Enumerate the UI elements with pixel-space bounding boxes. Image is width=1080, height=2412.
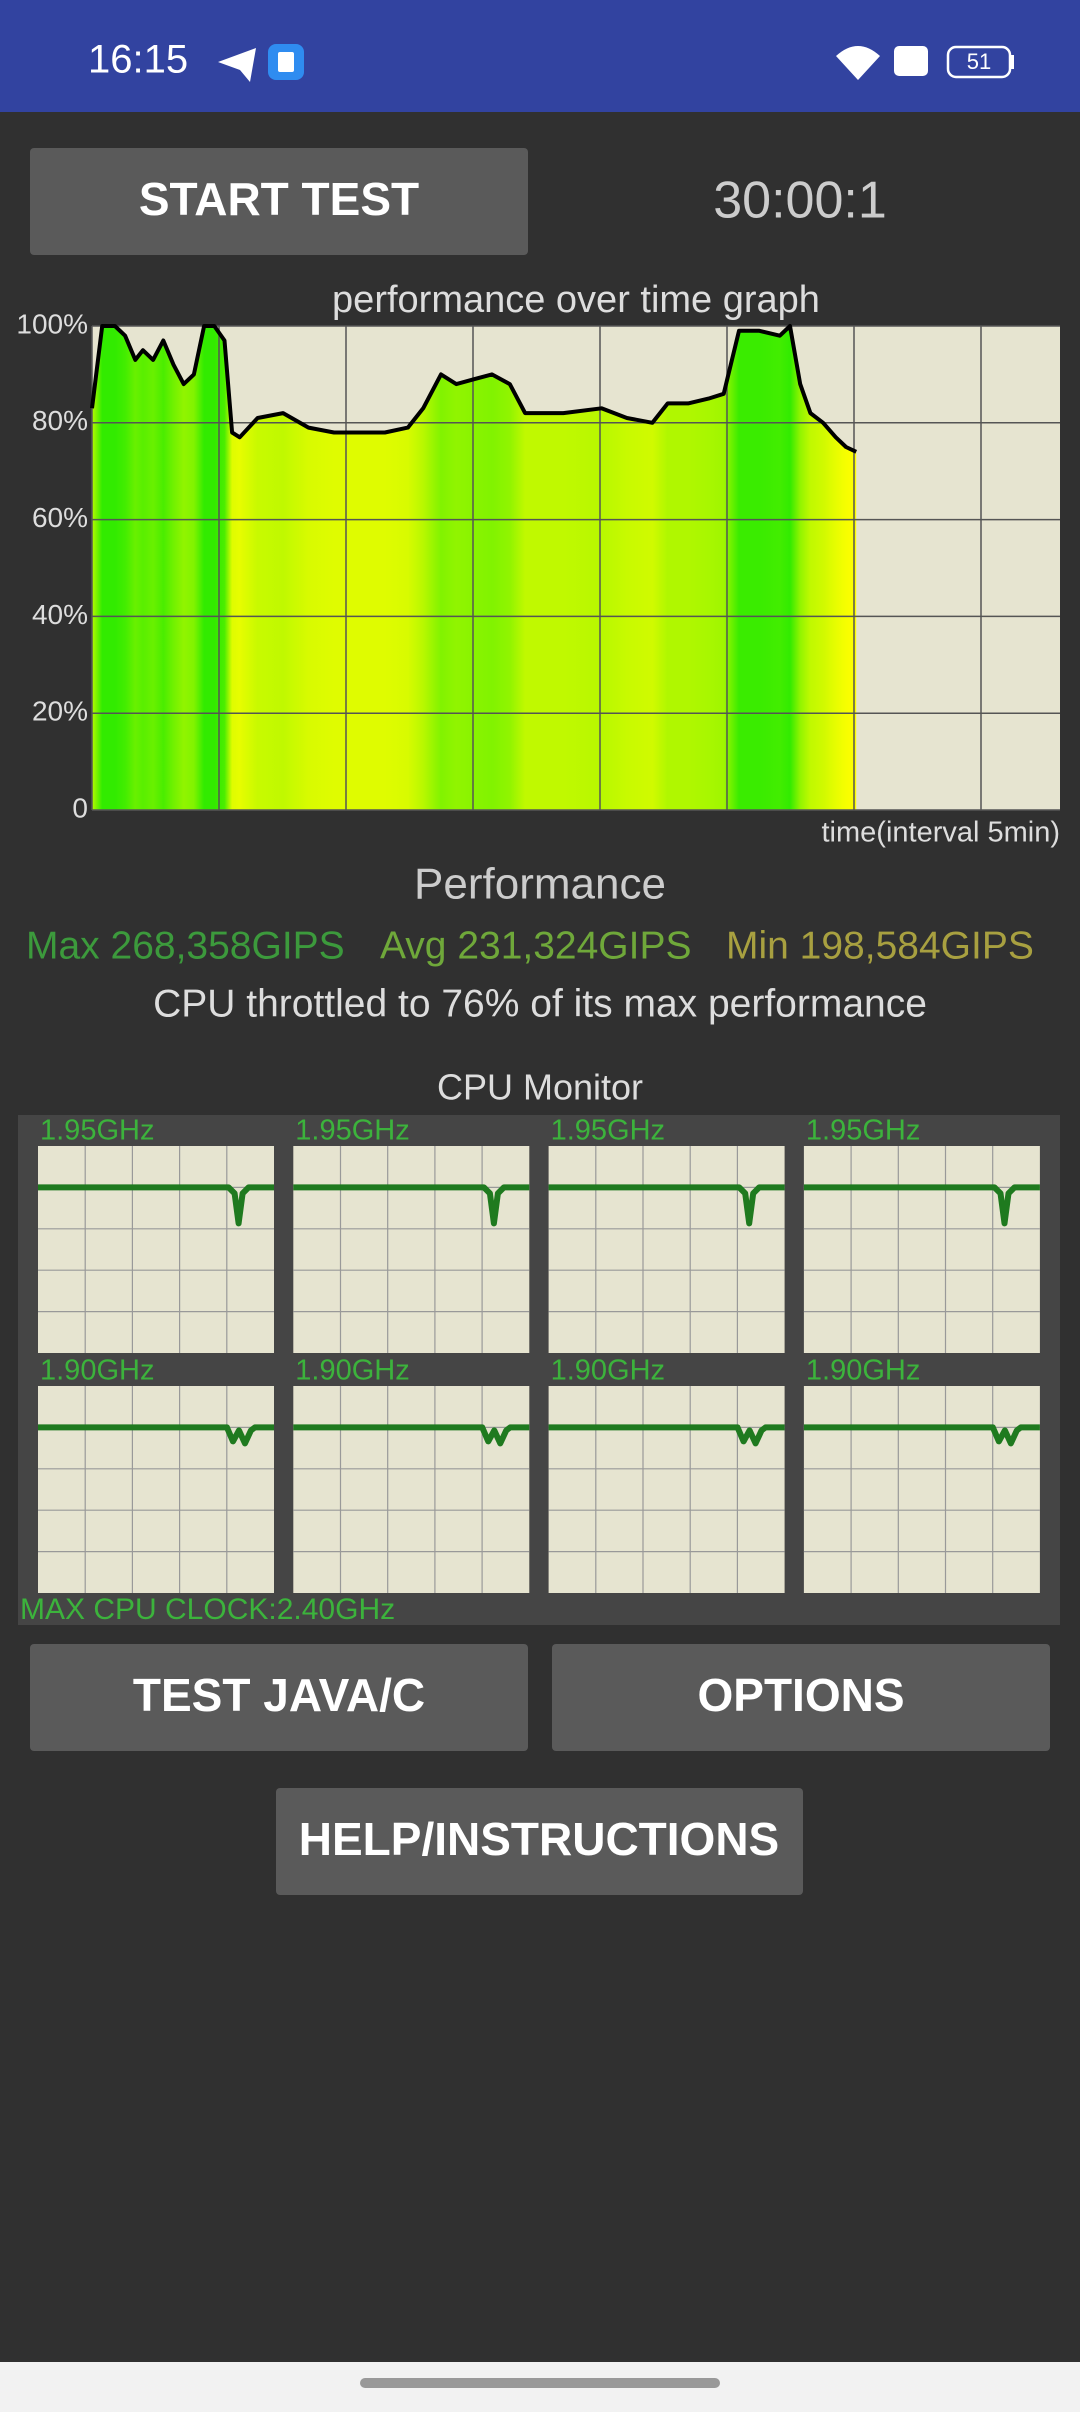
core-graph [38,1386,274,1593]
core-frequency-line [38,1424,274,1447]
app-icon-inner [278,52,294,72]
telegram-icon [218,48,256,82]
test-java-label[interactable]: TEST JAVA/C [133,1669,425,1721]
y-tick-label: 80% [32,405,88,436]
wifi-icon [836,46,880,80]
y-tick-label: 100% [16,308,88,339]
timer: 30:00:1 [713,172,887,230]
start-test-button[interactable] [30,148,528,255]
notification-icon [894,46,928,76]
core-frequency-label: 1.95GHz [806,1115,920,1147]
core-frequency-line [293,1424,530,1447]
performance-line [90,324,858,454]
core-graph [548,1146,785,1353]
core-frequency-line [38,1184,274,1227]
core-frequency-label: 1.90GHz [806,1355,920,1387]
test-java-button[interactable] [30,1644,528,1751]
performance-title: Performance [414,860,666,909]
chart-layer: 0 20% 40% 60% 80% 100% [16,308,1060,823]
core-frequency-line [803,1184,1040,1227]
battery-level: 51 [967,49,991,74]
y-tick-label: 60% [32,502,88,533]
core-frequency-line [548,1424,785,1447]
help-label[interactable]: HELP/INSTRUCTIONS [299,1813,779,1865]
min-performance: Min 198,584GIPS [726,924,1034,967]
core-graph [38,1146,274,1353]
y-tick-label: 0 [72,792,88,823]
y-tick-label: 40% [32,599,88,630]
core-frequency-label: 1.90GHz [551,1355,665,1387]
help-button[interactable] [276,1788,803,1895]
options-button[interactable] [552,1644,1050,1751]
core-graph [293,1386,530,1593]
core-frequency-label: 1.95GHz [40,1115,154,1147]
cpu-monitor-title: CPU Monitor [437,1067,643,1108]
max-performance: Max 268,358GIPS [26,924,345,967]
core-graph [803,1386,1040,1593]
max-cpu-clock: MAX CPU CLOCK:2.40GHz [20,1593,395,1626]
core-frequency-label: 1.90GHz [295,1355,409,1387]
core-frequency-label: 1.95GHz [295,1115,409,1147]
core-frequency-line [548,1184,785,1227]
battery-tip [1010,55,1014,69]
throttle-text: CPU throttled to 76% of its max performa… [153,982,927,1025]
avg-performance: Avg 231,324GIPS [380,924,692,967]
home-handle[interactable] [360,2378,720,2388]
core-frequency-label: 1.95GHz [551,1115,665,1147]
core-frequency-line [803,1424,1040,1447]
status-time: 16:15 [88,38,188,82]
core-graph [803,1146,1040,1353]
core-graph [293,1146,530,1353]
options-label[interactable]: OPTIONS [697,1669,904,1721]
performance-area [92,326,857,810]
start-test-label[interactable]: START TEST [139,173,419,225]
chart-title: performance over time graph [332,279,820,321]
core-layer: 1.95GHz 1.95GHz 1.95GHz 1.95GHz 1.90GHz 1.90G… [38,1115,1040,1593]
y-tick-label: 20% [32,696,88,727]
core-graph [548,1386,785,1593]
x-axis-label: time(interval 5min) [822,817,1061,849]
core-frequency-line [293,1184,530,1227]
core-frequency-label: 1.90GHz [40,1355,154,1387]
